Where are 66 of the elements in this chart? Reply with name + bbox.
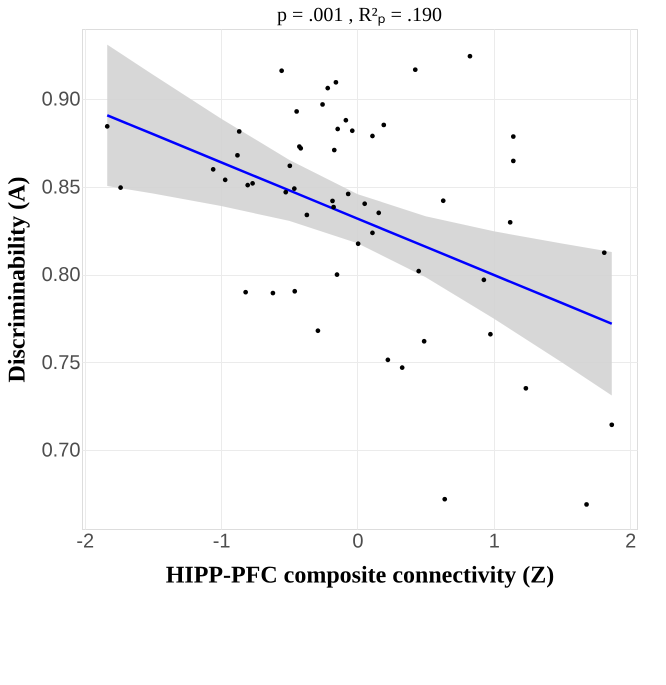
point	[584, 502, 589, 507]
point	[222, 178, 228, 182]
y-tick-label: 0.70	[42, 440, 80, 462]
point	[468, 54, 472, 59]
y-tick-label: 0.75	[42, 352, 80, 374]
point	[370, 134, 375, 138]
point	[245, 182, 250, 188]
x-tick-label: -1	[212, 530, 230, 552]
point	[386, 358, 390, 362]
point	[370, 230, 375, 236]
point	[442, 496, 448, 502]
point	[440, 198, 446, 204]
point	[412, 67, 418, 72]
point	[250, 181, 255, 186]
point	[235, 152, 240, 158]
point	[510, 158, 516, 164]
point	[287, 164, 292, 168]
y-tick-label: 0.80	[42, 264, 80, 286]
line-series	[106, 114, 614, 325]
point	[362, 201, 368, 206]
point	[331, 204, 336, 210]
y-tick-label: 0.85	[42, 176, 80, 198]
point	[334, 272, 340, 277]
point	[609, 422, 614, 428]
point	[488, 332, 493, 337]
point	[118, 185, 123, 190]
point	[344, 118, 348, 123]
point	[332, 148, 337, 152]
point	[335, 126, 340, 132]
x-axis-title: HIPP-PFC composite connectivity (Z)	[166, 562, 554, 588]
x-tick-label: 1	[488, 530, 500, 552]
x-tick-label: 0	[352, 530, 364, 552]
point	[381, 122, 386, 128]
point	[416, 268, 422, 274]
point	[316, 328, 320, 334]
point	[482, 278, 486, 282]
point	[422, 338, 426, 344]
point	[346, 192, 351, 196]
x-tick-label: -2	[76, 530, 94, 552]
point	[210, 167, 216, 172]
point	[350, 128, 355, 134]
point	[243, 290, 248, 294]
point	[334, 80, 338, 85]
point	[320, 102, 325, 107]
y-tick-label: 0.90	[42, 88, 80, 111]
point	[292, 288, 298, 294]
x-tick-label: 2	[625, 530, 636, 552]
point	[279, 68, 284, 74]
y-axis-title: Discriminability (A)	[4, 176, 31, 382]
point	[524, 386, 528, 391]
point	[236, 129, 242, 134]
point	[602, 250, 607, 256]
point	[356, 241, 360, 246]
point	[510, 134, 516, 139]
point	[400, 365, 405, 370]
point	[292, 186, 297, 191]
point	[283, 190, 288, 194]
point	[325, 86, 330, 90]
point	[270, 290, 276, 296]
point	[304, 212, 310, 218]
point	[294, 109, 299, 114]
point	[508, 220, 513, 225]
point	[104, 124, 110, 129]
point	[330, 198, 335, 204]
point	[376, 210, 382, 216]
chart-title: p = .001 , R²ₚ = .190	[277, 4, 442, 26]
